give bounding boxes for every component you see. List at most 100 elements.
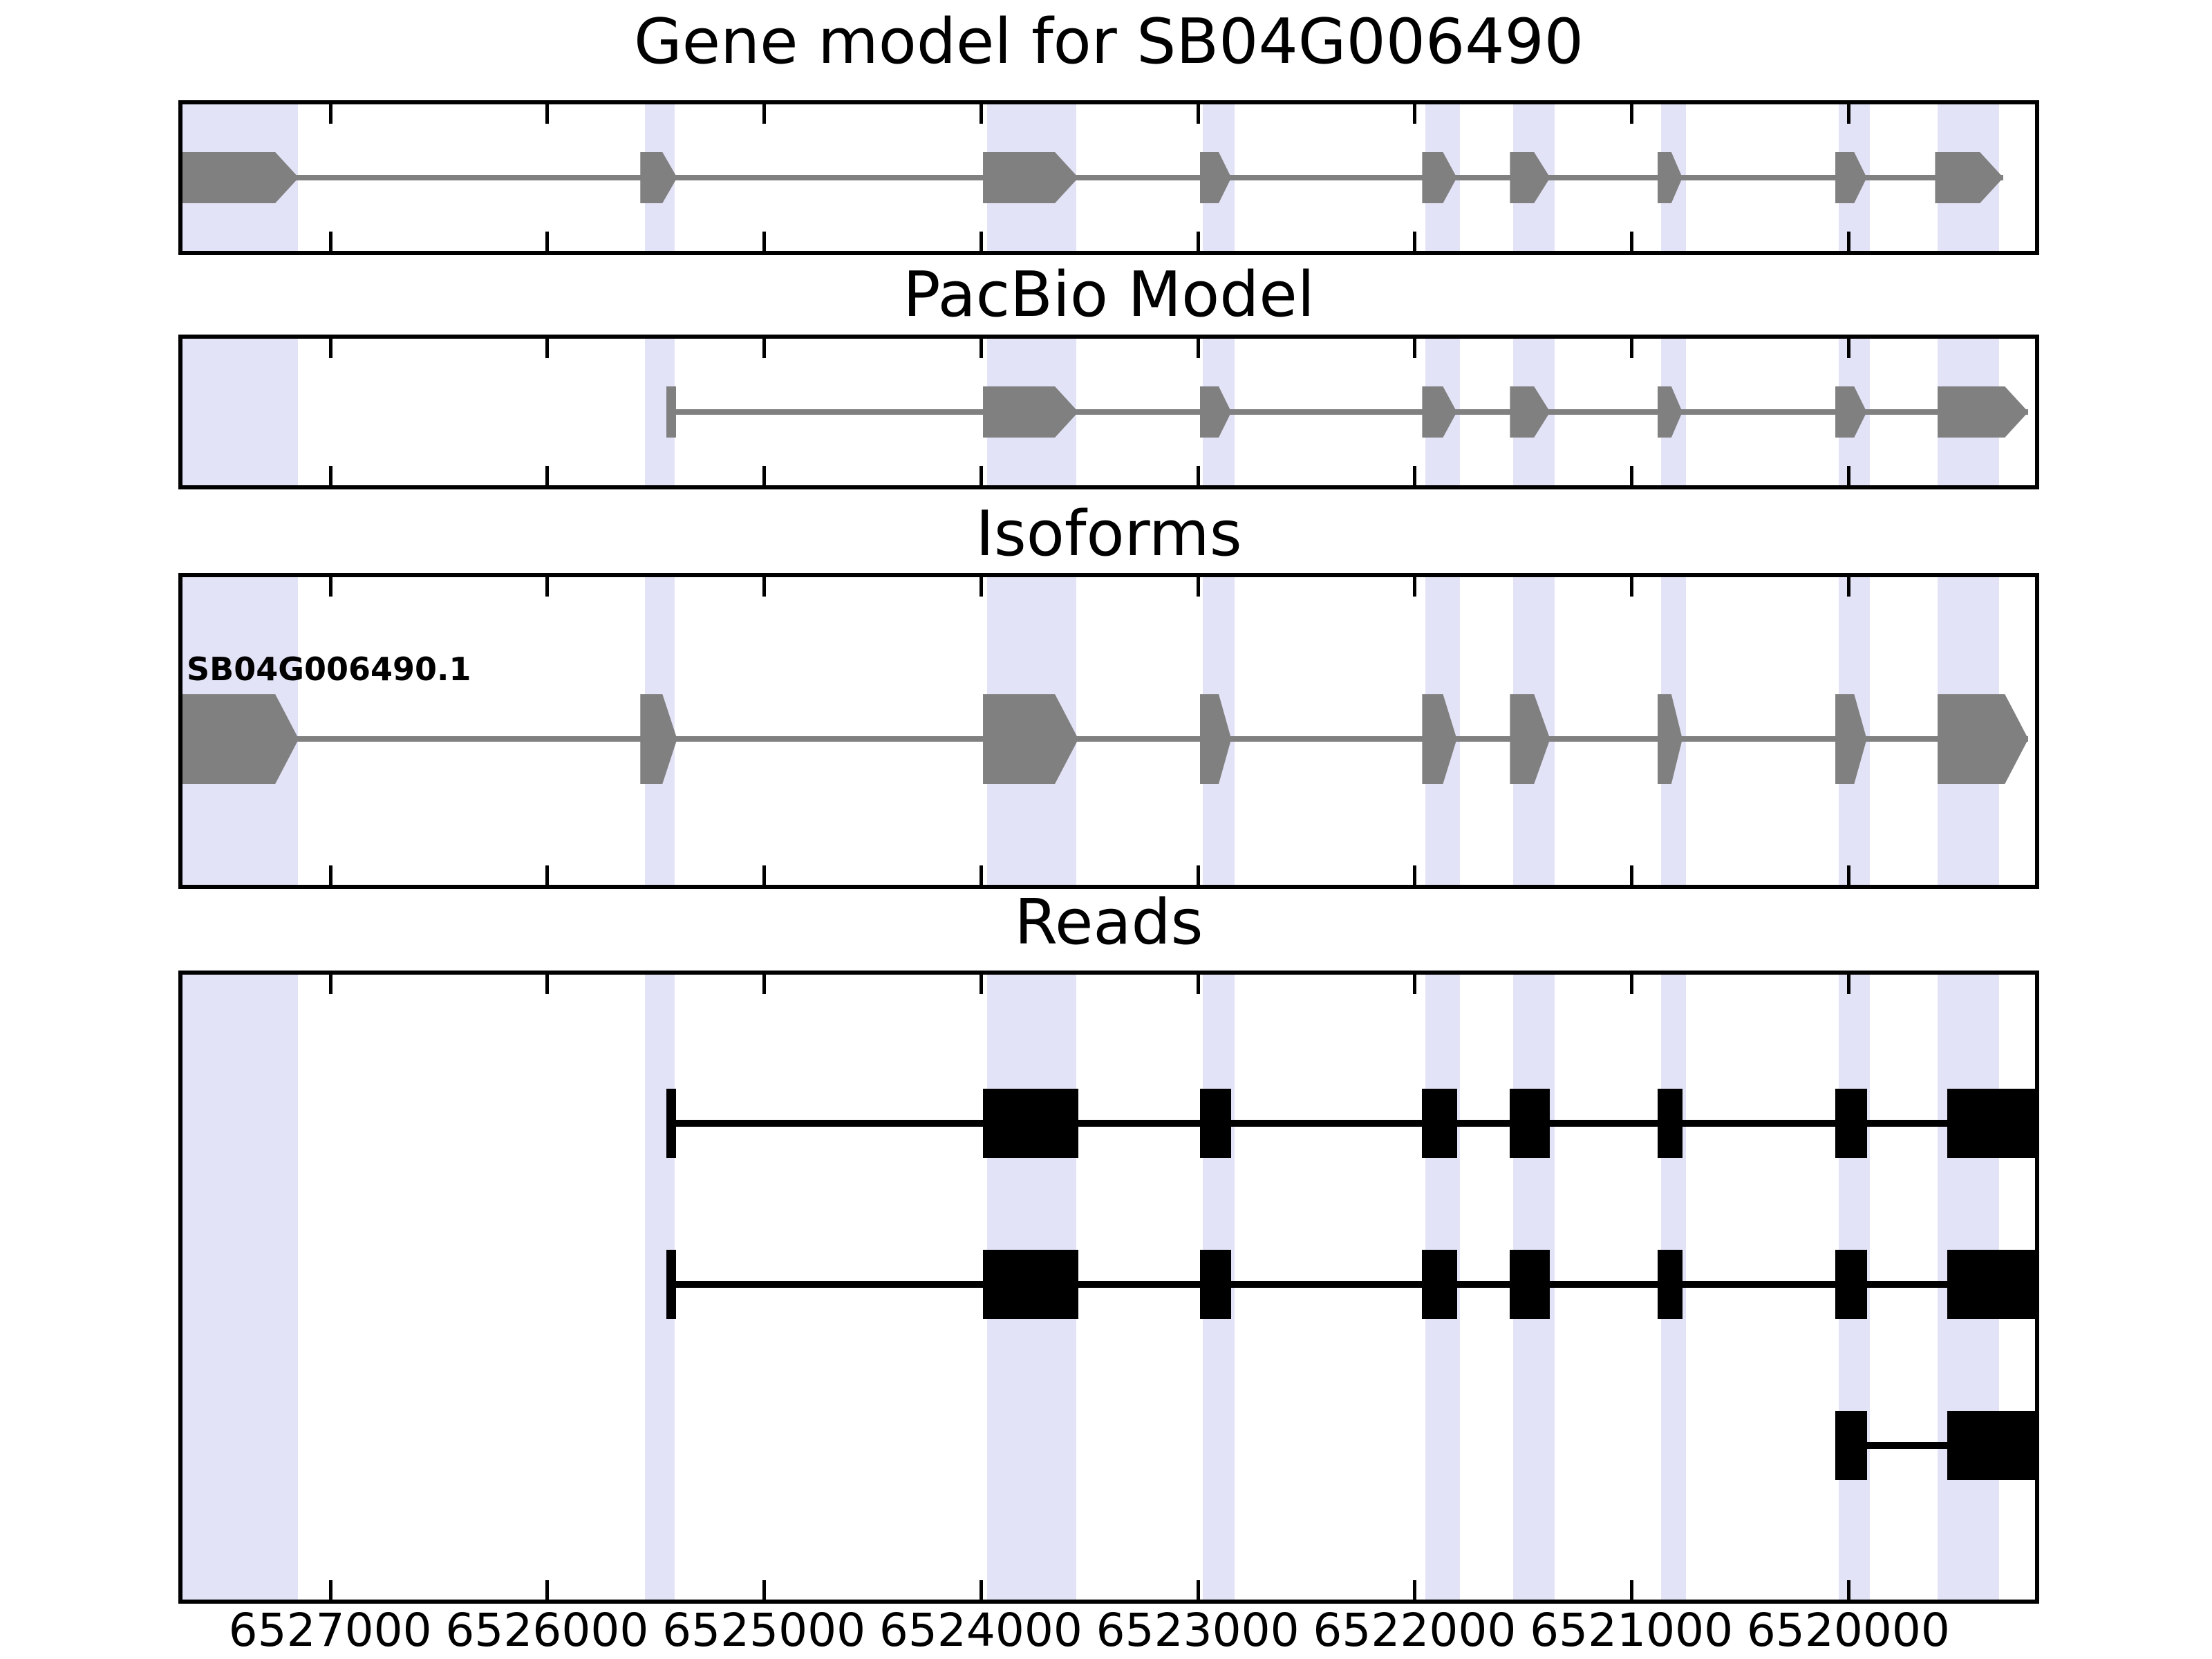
exon-highlight-band [182,339,298,485]
axis-tick [762,975,767,994]
panel-title-gene-model: Gene model for SB04G006490 [633,6,1584,78]
x-tick-label: 6520000 [1746,1604,1950,1657]
axis-tick [1413,1580,1417,1600]
axis-tick [545,1580,550,1600]
panel-pacbio-model [178,335,2039,489]
axis-tick [1196,1580,1200,1600]
axis-tick [979,232,983,251]
axis-tick [545,466,550,485]
read-connector-line [1835,1442,2035,1449]
axis-tick [1846,232,1850,251]
read-exon-block [983,1250,1079,1319]
axis-tick [762,865,767,885]
axis-tick [1413,975,1417,994]
exon-arrow [983,386,1078,438]
axis-tick [1196,975,1200,994]
axis-tick [762,577,767,597]
read-exon-block [1947,1250,2035,1319]
panel-title-reads: Reads [1014,886,1203,959]
axis-tick [1630,577,1634,597]
axis-tick [328,104,332,124]
axis-tick [1630,104,1634,124]
read-exon-block [1199,1250,1232,1319]
start-site-marker [666,1250,677,1319]
axis-tick [1846,466,1850,485]
axis-tick [545,232,550,251]
axis-tick [1196,577,1200,597]
axis-tick [1196,104,1200,124]
axis-tick [1846,577,1850,597]
axis-tick [979,104,983,124]
axis-tick [328,577,332,597]
axis-tick [1630,865,1634,885]
axis-tick [545,577,550,597]
read-exon-block [1835,1411,1867,1480]
axis-tick [328,865,332,885]
axis-tick [1413,577,1417,597]
axis-tick [979,339,983,358]
x-tick-label: 6524000 [879,1604,1082,1657]
axis-tick [545,865,550,885]
read-exon-block [983,1089,1079,1158]
axis-tick [328,975,332,994]
exon-arrow [983,152,1078,203]
read-exon-block [1422,1089,1457,1158]
read-exon-block [1657,1250,1683,1319]
axis-tick [1196,339,1200,358]
exon-arrow [1938,694,2029,784]
exon-highlight-band [182,975,298,1600]
axis-tick [1846,1580,1850,1600]
x-tick-label: 6522000 [1313,1604,1517,1657]
axis-tick [1413,104,1417,124]
x-tick-label: 6521000 [1530,1604,1734,1657]
axis-tick [762,104,767,124]
axis-tick [1846,104,1850,124]
axis-tick [1630,1580,1634,1600]
x-tick-label: 6526000 [445,1604,649,1657]
axis-tick [979,577,983,597]
axis-tick [979,466,983,485]
read-exon-block [1657,1089,1683,1158]
axis-tick [1196,466,1200,485]
read-exon-block [1422,1250,1457,1319]
axis-tick [1196,232,1200,251]
axis-tick [328,339,332,358]
panel-title-isoforms: Isoforms [975,498,1242,570]
exon-arrow [182,152,299,203]
axis-tick [1413,466,1417,485]
read-exon-block [1510,1089,1550,1158]
read-exon-block [1835,1250,1867,1319]
read-connector-line [666,1120,2035,1127]
axis-tick [545,339,550,358]
panel-title-pacbio: PacBio Model [903,259,1315,331]
intron-line [666,409,2029,415]
panel-gene-model [178,100,2039,255]
exon-arrow [1938,386,2029,438]
axis-tick [1630,232,1634,251]
start-site-marker [666,1089,677,1158]
read-exon-block [1947,1089,2035,1158]
x-tick-label: 6527000 [228,1604,432,1657]
panel-isoforms: SB04G006490.1 [178,573,2039,889]
axis-tick [1846,975,1850,994]
axis-tick [545,975,550,994]
axis-tick [762,1580,767,1600]
read-exon-block [1835,1089,1867,1158]
start-site-marker [666,386,677,438]
axis-tick [1846,339,1850,358]
read-connector-line [666,1281,2035,1288]
axis-tick [762,466,767,485]
axis-tick [1630,975,1634,994]
read-exon-block [1947,1411,2035,1480]
axis-tick [762,232,767,251]
x-tick-label: 6523000 [1096,1604,1300,1657]
axis-tick [1413,865,1417,885]
axis-tick [1630,466,1634,485]
read-exon-block [1199,1089,1232,1158]
axis-tick [979,1580,983,1600]
axis-tick [328,466,332,485]
axis-tick [979,975,983,994]
axis-tick [545,104,550,124]
intron-line [182,736,2029,742]
